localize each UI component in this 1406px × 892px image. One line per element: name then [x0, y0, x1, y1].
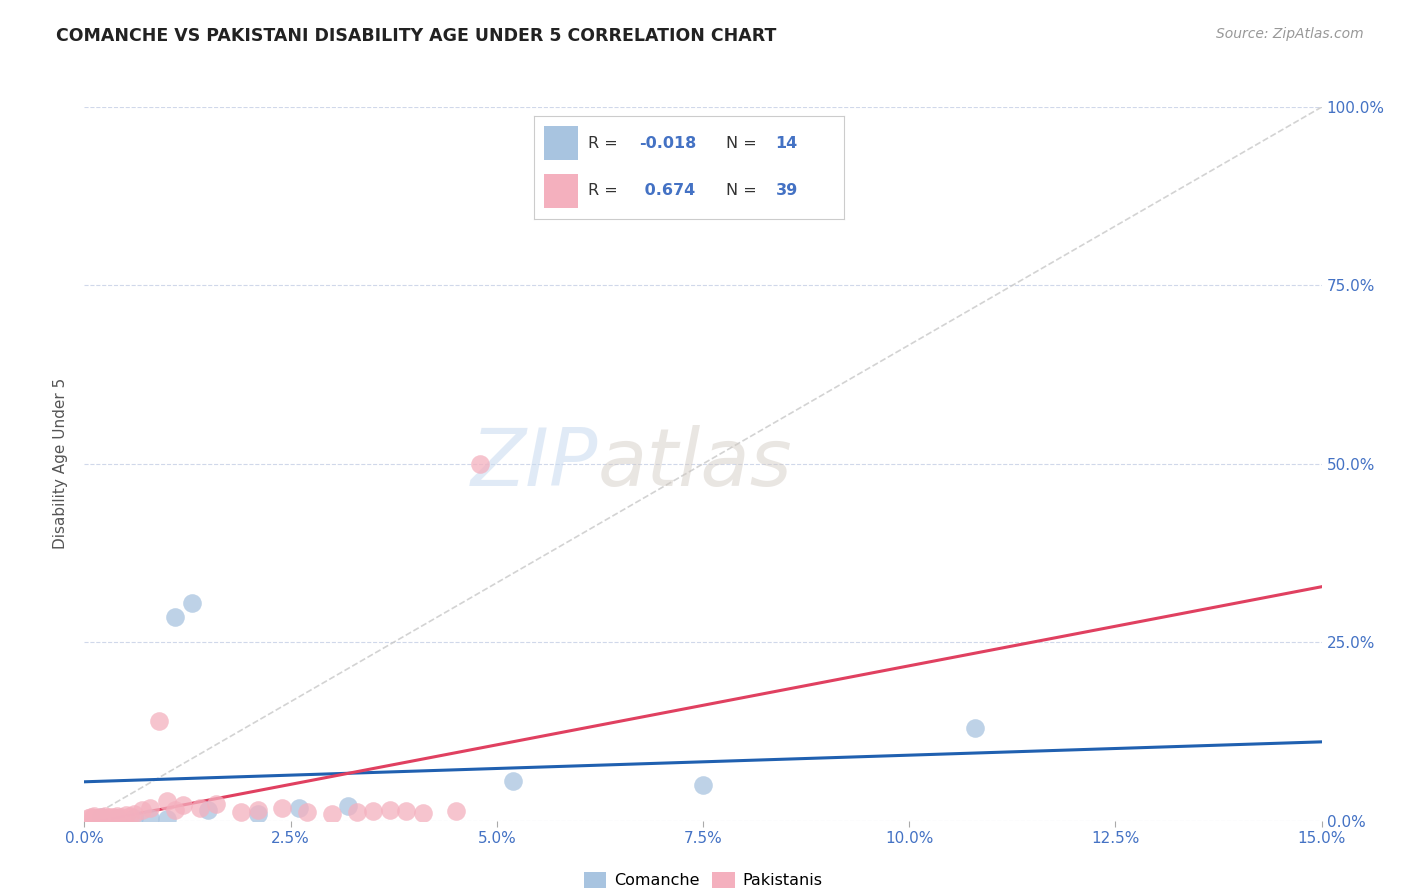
Point — [197, 803, 219, 817]
Point — [295, 805, 318, 819]
Point — [148, 714, 170, 728]
Point — [321, 806, 343, 821]
Point — [229, 805, 252, 819]
Point — [90, 810, 112, 824]
Point — [139, 812, 162, 826]
Point — [271, 801, 294, 815]
Text: -0.018: -0.018 — [640, 136, 697, 151]
Text: atlas: atlas — [598, 425, 793, 503]
Point — [965, 721, 987, 735]
Text: N =: N = — [725, 136, 762, 151]
Point — [444, 805, 467, 819]
Point — [114, 808, 136, 822]
Point — [90, 810, 112, 824]
Text: 0.674: 0.674 — [640, 184, 696, 198]
Bar — [544, 175, 578, 208]
Text: 39: 39 — [776, 184, 797, 198]
Text: Source: ZipAtlas.com: Source: ZipAtlas.com — [1216, 27, 1364, 41]
Legend: Comanche, Pakistanis: Comanche, Pakistanis — [576, 865, 830, 892]
Text: ZIP: ZIP — [471, 425, 598, 503]
Point — [412, 805, 434, 820]
Point — [246, 803, 269, 817]
Point — [122, 806, 145, 821]
Point — [246, 806, 269, 821]
Point — [103, 810, 125, 824]
Point — [180, 596, 202, 610]
Text: 14: 14 — [776, 136, 797, 151]
Point — [156, 794, 179, 808]
Point — [692, 778, 714, 792]
Text: R =: R = — [588, 184, 623, 198]
Point — [89, 811, 111, 825]
Point — [172, 797, 194, 812]
Point — [470, 457, 492, 471]
Point — [110, 810, 132, 824]
Point — [94, 809, 117, 823]
Point — [104, 811, 127, 825]
Point — [77, 812, 100, 826]
Point — [288, 801, 311, 815]
Point — [205, 797, 228, 812]
Y-axis label: Disability Age Under 5: Disability Age Under 5 — [53, 378, 69, 549]
Point — [502, 774, 524, 789]
Point — [139, 801, 162, 815]
Point — [100, 812, 122, 826]
Point — [165, 610, 187, 624]
Point — [378, 803, 401, 817]
Point — [96, 811, 118, 825]
Point — [337, 799, 360, 814]
Point — [83, 809, 105, 823]
Point — [188, 801, 211, 815]
Point — [91, 812, 114, 826]
Point — [122, 811, 145, 825]
Point — [105, 812, 128, 826]
Point — [395, 805, 418, 819]
Point — [346, 805, 368, 819]
Point — [118, 809, 141, 823]
Point — [86, 812, 108, 826]
Point — [80, 810, 103, 824]
Point — [361, 804, 384, 818]
Point — [156, 812, 179, 826]
Point — [131, 803, 153, 817]
Point — [82, 811, 104, 825]
Text: COMANCHE VS PAKISTANI DISABILITY AGE UNDER 5 CORRELATION CHART: COMANCHE VS PAKISTANI DISABILITY AGE UND… — [56, 27, 776, 45]
Point — [165, 803, 187, 817]
Point — [105, 808, 128, 822]
Point — [98, 810, 121, 824]
Text: R =: R = — [588, 136, 623, 151]
Text: N =: N = — [725, 184, 762, 198]
Bar — [544, 126, 578, 160]
